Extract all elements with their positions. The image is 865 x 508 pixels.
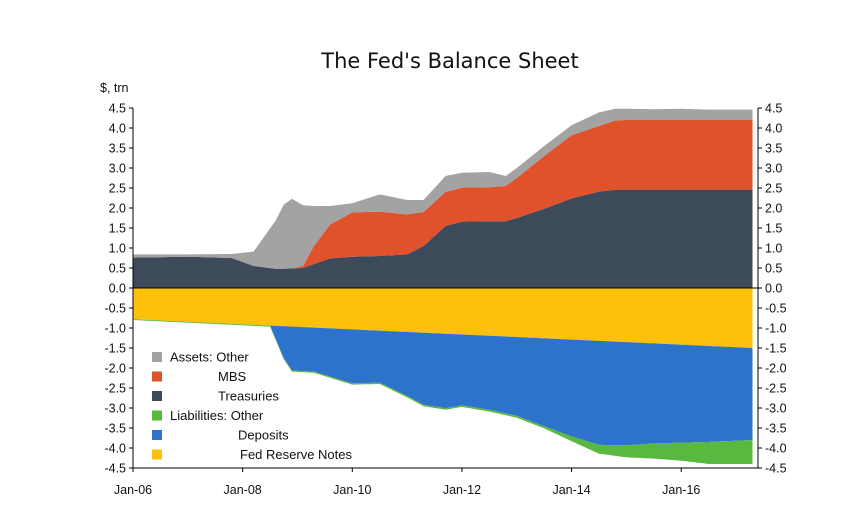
y-tick-label-right: 1.5 (765, 222, 782, 236)
y-tick-label-right: 4.0 (765, 122, 782, 136)
x-tick-label: Jan-10 (333, 483, 371, 497)
y-tick-label-left: -0.5 (104, 302, 126, 316)
area-deposits (133, 319, 753, 446)
x-tick-label: Jan-14 (552, 483, 590, 497)
y-tick-label-left: 1.0 (109, 242, 126, 256)
y-axis-unit-label: $, trn (100, 81, 129, 95)
legend-label: Treasuries (218, 389, 279, 404)
legend-label: Fed Reserve Notes (240, 447, 352, 462)
area-assets-other (133, 108, 753, 269)
area-fed-reserve-notes (133, 288, 753, 348)
y-tick-label-left: 0.5 (109, 262, 126, 276)
y-tick-label-right: 2.0 (765, 202, 782, 216)
y-tick-label-left: 4.0 (109, 122, 126, 136)
y-tick-label-right: 2.5 (765, 182, 782, 196)
y-tick-label-right: 0.5 (765, 262, 782, 276)
chart-title: The Fed's Balance Sheet (320, 49, 578, 73)
x-tick-label: Jan-08 (224, 483, 262, 497)
legend-swatch (152, 430, 162, 440)
area-treasuries (133, 189, 753, 288)
y-tick-label-left: -2.0 (104, 362, 126, 376)
y-tick-label-right: -1.0 (765, 322, 787, 336)
y-tick-label-left: -3.5 (104, 422, 126, 436)
legend-label: Assets: Other (170, 350, 249, 365)
y-tick-label-right: 3.0 (765, 162, 782, 176)
y-tick-label-right: 4.5 (765, 102, 782, 116)
legend-swatch (152, 410, 162, 421)
y-tick-label-left: -2.5 (104, 382, 126, 396)
y-tick-label-left: -1.0 (104, 322, 126, 336)
y-tick-label-right: -3.0 (765, 402, 787, 416)
y-tick-label-left: -3.0 (104, 402, 126, 416)
area-mbs (133, 120, 753, 269)
y-tick-label-left: 3.5 (109, 142, 126, 156)
y-tick-label-right: -0.5 (765, 302, 787, 316)
y-tick-label-left: 1.5 (109, 222, 126, 236)
y-tick-label-right: -4.0 (765, 442, 787, 456)
legend-swatch (152, 449, 162, 460)
y-tick-label-left: 2.5 (109, 182, 126, 196)
plot-area (133, 108, 753, 464)
y-tick-label-right: 0.0 (765, 282, 782, 296)
axes: 4.5 4.5 4.0 4.0 3.5 3.5 3.0 3.0 2.5 2.5 2.0 2.0 1.5 1… (104, 102, 786, 498)
legend-swatch (152, 391, 162, 401)
x-tick-label: Jan-16 (662, 483, 700, 497)
legend: Assets: Other MBS Treasuries Liabilities: O… (152, 350, 352, 462)
legend-label: Liabilities: Other (170, 408, 264, 423)
legend-label: MBS (218, 369, 247, 384)
y-tick-label-right: -3.5 (765, 422, 787, 436)
legend-swatch (152, 371, 162, 382)
y-tick-label-left: 2.0 (109, 202, 126, 216)
y-tick-label-right: -4.5 (765, 462, 787, 476)
y-tick-label-left: 4.5 (109, 102, 126, 116)
x-tick-label: Jan-12 (443, 483, 481, 497)
y-tick-label-left: 0.0 (109, 282, 126, 296)
area-liabilities-other (133, 319, 753, 464)
y-tick-label-left: -1.5 (104, 342, 126, 356)
y-tick-label-right: -2.0 (765, 362, 787, 376)
y-tick-label-left: 3.0 (109, 162, 126, 176)
y-tick-label-right: -1.5 (765, 342, 787, 356)
y-tick-label-left: -4.5 (104, 462, 126, 476)
legend-swatch (152, 352, 162, 362)
x-tick-label: Jan-06 (114, 483, 152, 497)
y-tick-label-right: -2.5 (765, 382, 787, 396)
y-tick-label-left: -4.0 (104, 442, 126, 456)
y-tick-label-right: 1.0 (765, 242, 782, 256)
y-tick-label-right: 3.5 (765, 142, 782, 156)
legend-label: Deposits (238, 428, 289, 443)
